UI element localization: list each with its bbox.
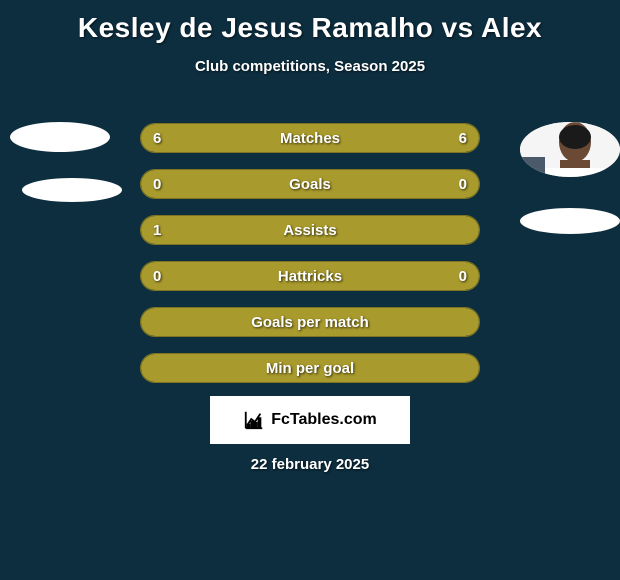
stat-row: Hattricks0 0 bbox=[140, 261, 480, 291]
stats-bars: Matches66Goals00Assists1Hattricks00Goals… bbox=[140, 123, 480, 399]
stat-label: Goals per match bbox=[141, 308, 479, 336]
stat-label: Min per goal bbox=[141, 354, 479, 382]
stat-row: Matches6 6 bbox=[140, 123, 480, 153]
club-left-avatar bbox=[22, 178, 122, 202]
stat-label: Assists bbox=[141, 216, 479, 244]
stat-value-right: 6 bbox=[459, 124, 467, 152]
stat-row: Assists1 bbox=[140, 215, 480, 245]
player-right-avatar bbox=[520, 122, 620, 177]
stat-label: Hattricks bbox=[141, 262, 479, 290]
player-left-avatar bbox=[10, 122, 110, 152]
stat-row: Goals0 0 bbox=[140, 169, 480, 199]
stat-value-left: 1 bbox=[153, 216, 161, 244]
stat-row: Goals per match bbox=[140, 307, 480, 337]
stat-value-left: 0 bbox=[153, 170, 161, 198]
footer-date: 22 february 2025 bbox=[0, 456, 620, 473]
brand-text: FcTables.com bbox=[271, 411, 377, 429]
page-subtitle: Club competitions, Season 2025 bbox=[0, 58, 620, 75]
stat-label: Goals bbox=[141, 170, 479, 198]
stat-value-right: 0 bbox=[459, 170, 467, 198]
page-title: Kesley de Jesus Ramalho vs Alex bbox=[0, 0, 620, 44]
stat-value-left: 6 bbox=[153, 124, 161, 152]
stat-row: Min per goal bbox=[140, 353, 480, 383]
brand-badge: FcTables.com bbox=[210, 396, 410, 444]
chart-icon bbox=[243, 409, 265, 431]
stat-label: Matches bbox=[141, 124, 479, 152]
club-right-avatar bbox=[520, 208, 620, 234]
stat-value-right: 0 bbox=[459, 262, 467, 290]
stat-value-left: 0 bbox=[153, 262, 161, 290]
